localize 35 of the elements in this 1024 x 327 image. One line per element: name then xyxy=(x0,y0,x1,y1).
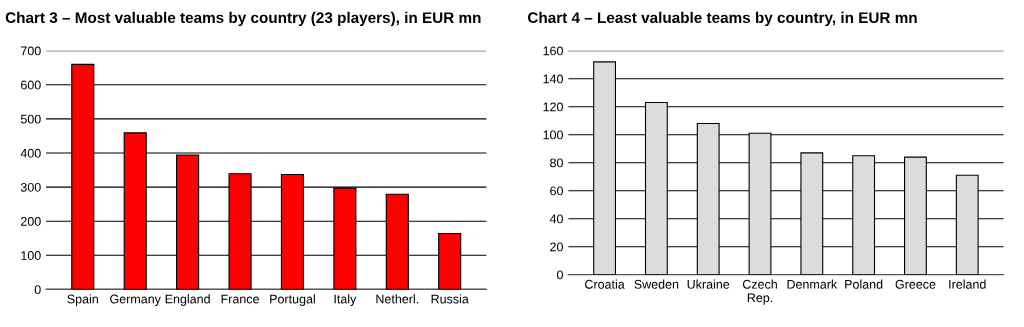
x-tick-label: Czech Rep. xyxy=(742,279,777,305)
y-tick-label: 700 xyxy=(21,46,41,56)
y-tick-label: 100 xyxy=(21,251,41,260)
y-tick-label: 80 xyxy=(550,158,563,168)
y-tick-label: 200 xyxy=(20,216,41,226)
x-tick-label: Ukraine xyxy=(687,279,730,289)
y-tick-label: 400 xyxy=(20,148,41,158)
x-tick-label: Portugal xyxy=(270,294,315,306)
x-tick-label: Spain xyxy=(67,294,98,306)
x-tick-label: Netherl. xyxy=(376,294,419,304)
y-tick-label: 100 xyxy=(543,130,563,140)
y-tick-label: 160 xyxy=(543,46,563,56)
y-tick-label: 40 xyxy=(549,214,563,224)
y-tick-label: 60 xyxy=(550,186,563,196)
x-tick-label: Poland xyxy=(845,279,883,289)
y-tick-label: 20 xyxy=(550,242,563,252)
chart-title: Chart 4 – Least valuable teams by country, in EUR mn xyxy=(527,11,917,27)
y-tick-label: 0 xyxy=(34,285,41,295)
chart-title: Chart 3 – Most valuable teams by country (23 players), in EUR mn xyxy=(5,11,481,27)
y-tick-label: 0 xyxy=(557,270,563,280)
y-tick-label: 500 xyxy=(20,114,41,124)
x-tick-label: Greece xyxy=(895,279,936,289)
x-tick-label: Russia xyxy=(431,294,469,304)
y-tick-label: 120 xyxy=(543,102,563,112)
x-tick-label: France xyxy=(221,294,259,304)
x-tick-label: Denmark xyxy=(787,279,838,289)
y-tick-label: 300 xyxy=(20,182,41,192)
x-tick-label: England xyxy=(165,294,210,306)
x-tick-label: Germany xyxy=(110,294,161,306)
y-tick-label: 600 xyxy=(21,80,41,90)
y-tick-label: 140 xyxy=(543,74,563,84)
x-tick-label: Italy xyxy=(334,294,357,306)
x-tick-label: Sweden xyxy=(634,279,679,289)
x-tick-label: Croatia xyxy=(585,279,625,289)
x-tick-label: Ireland xyxy=(949,279,986,289)
